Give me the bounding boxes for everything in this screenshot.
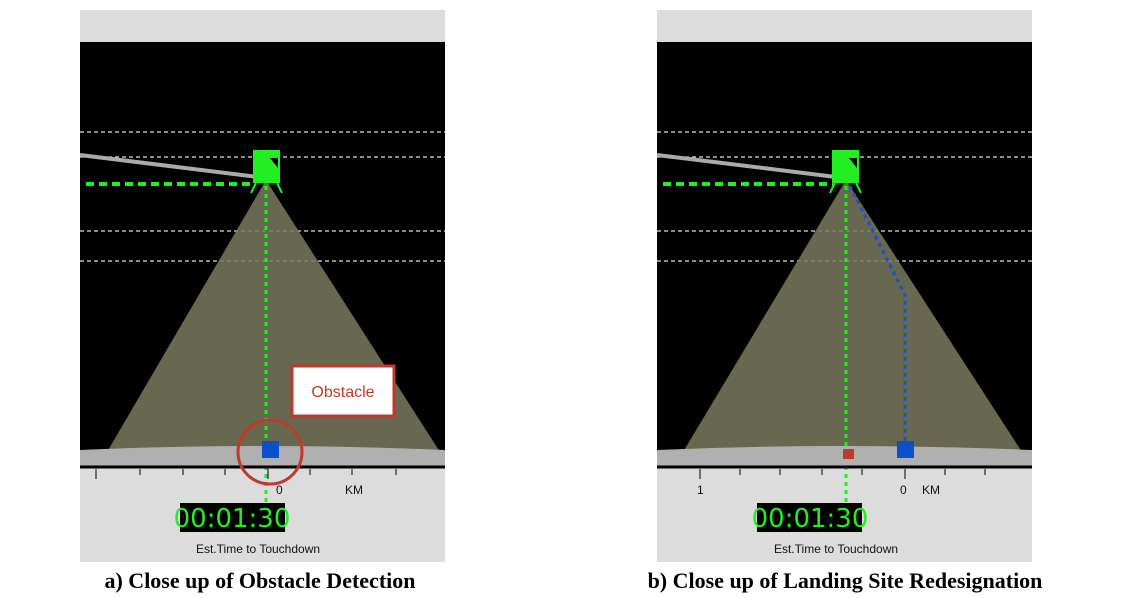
new-landing-site <box>897 441 914 458</box>
scale-label: 1 <box>697 483 704 497</box>
scale-label: 0 <box>276 483 283 497</box>
caption: b) Close up of Landing Site Redesignatio… <box>648 568 1043 593</box>
annotation: Obstacle <box>311 384 374 401</box>
panel-b: 1 0 KM 00:01:30 Est.Time to Touchdown b)… <box>648 10 1043 593</box>
scale-label: 0 <box>900 483 907 497</box>
timer: 00:01:30 <box>752 504 869 534</box>
original-site <box>843 449 854 459</box>
timer-label: Est.Time to Touchdown <box>774 542 898 556</box>
timer: 00:01:30 <box>174 504 291 534</box>
scale-unit: KM <box>345 483 363 497</box>
figure: 0 KM Obstacle 00:01:30 Est.Time to Touch… <box>0 0 1132 598</box>
timer-label: Est.Time to Touchdown <box>196 542 320 556</box>
scale-unit: KM <box>922 483 940 497</box>
caption: a) Close up of Obstacle Detection <box>104 568 415 593</box>
panel-a: 0 KM Obstacle 00:01:30 Est.Time to Touch… <box>80 10 445 593</box>
landing-site <box>262 441 279 458</box>
